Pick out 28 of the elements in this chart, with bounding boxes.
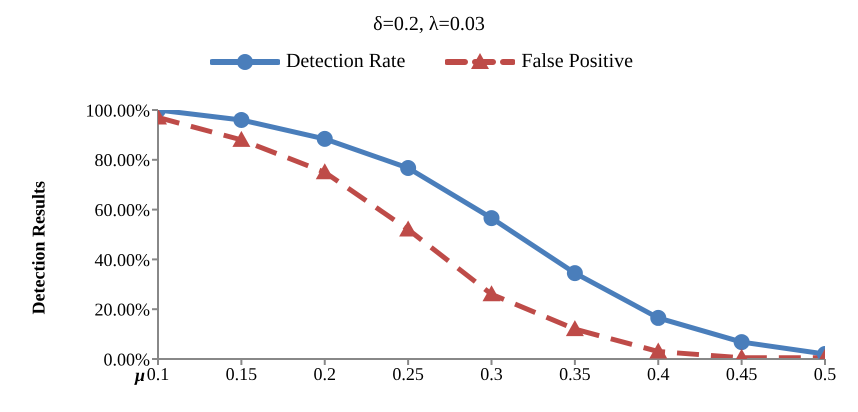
x-tick-label: 0.25 [392, 364, 424, 384]
x-tick-label: 0.35 [559, 364, 591, 384]
point [400, 160, 416, 176]
point [566, 265, 583, 282]
point [734, 334, 750, 350]
y-tick-label: 100.00% [86, 100, 150, 120]
y-tick-label: 40.00% [94, 250, 150, 270]
x-tick-label: 0.15 [226, 364, 258, 384]
point [482, 285, 500, 302]
point [232, 130, 250, 147]
point [566, 320, 584, 336]
y-axis-title: Detection Results [28, 181, 48, 314]
point [649, 342, 668, 359]
point [316, 130, 333, 147]
point [484, 210, 500, 226]
point [233, 112, 250, 128]
x-tick-label: 0.45 [726, 364, 758, 384]
legend-label: False Positive [521, 50, 634, 73]
chart-title: δ=0.2, λ=0.03 [372, 12, 486, 37]
y-tick-label: 80.00% [94, 150, 150, 170]
point [650, 310, 666, 326]
x-tick-label: 0.5 [814, 364, 836, 384]
y-tick-label: 60.00% [94, 200, 150, 220]
legend-label: Detection Rate [286, 50, 406, 73]
x-tick-label: 0.2 [314, 364, 336, 384]
x-tick-label: 0.3 [480, 364, 503, 384]
x-tick-label: 0.4 [647, 364, 670, 384]
y-tick-label: 20.00% [94, 300, 150, 320]
